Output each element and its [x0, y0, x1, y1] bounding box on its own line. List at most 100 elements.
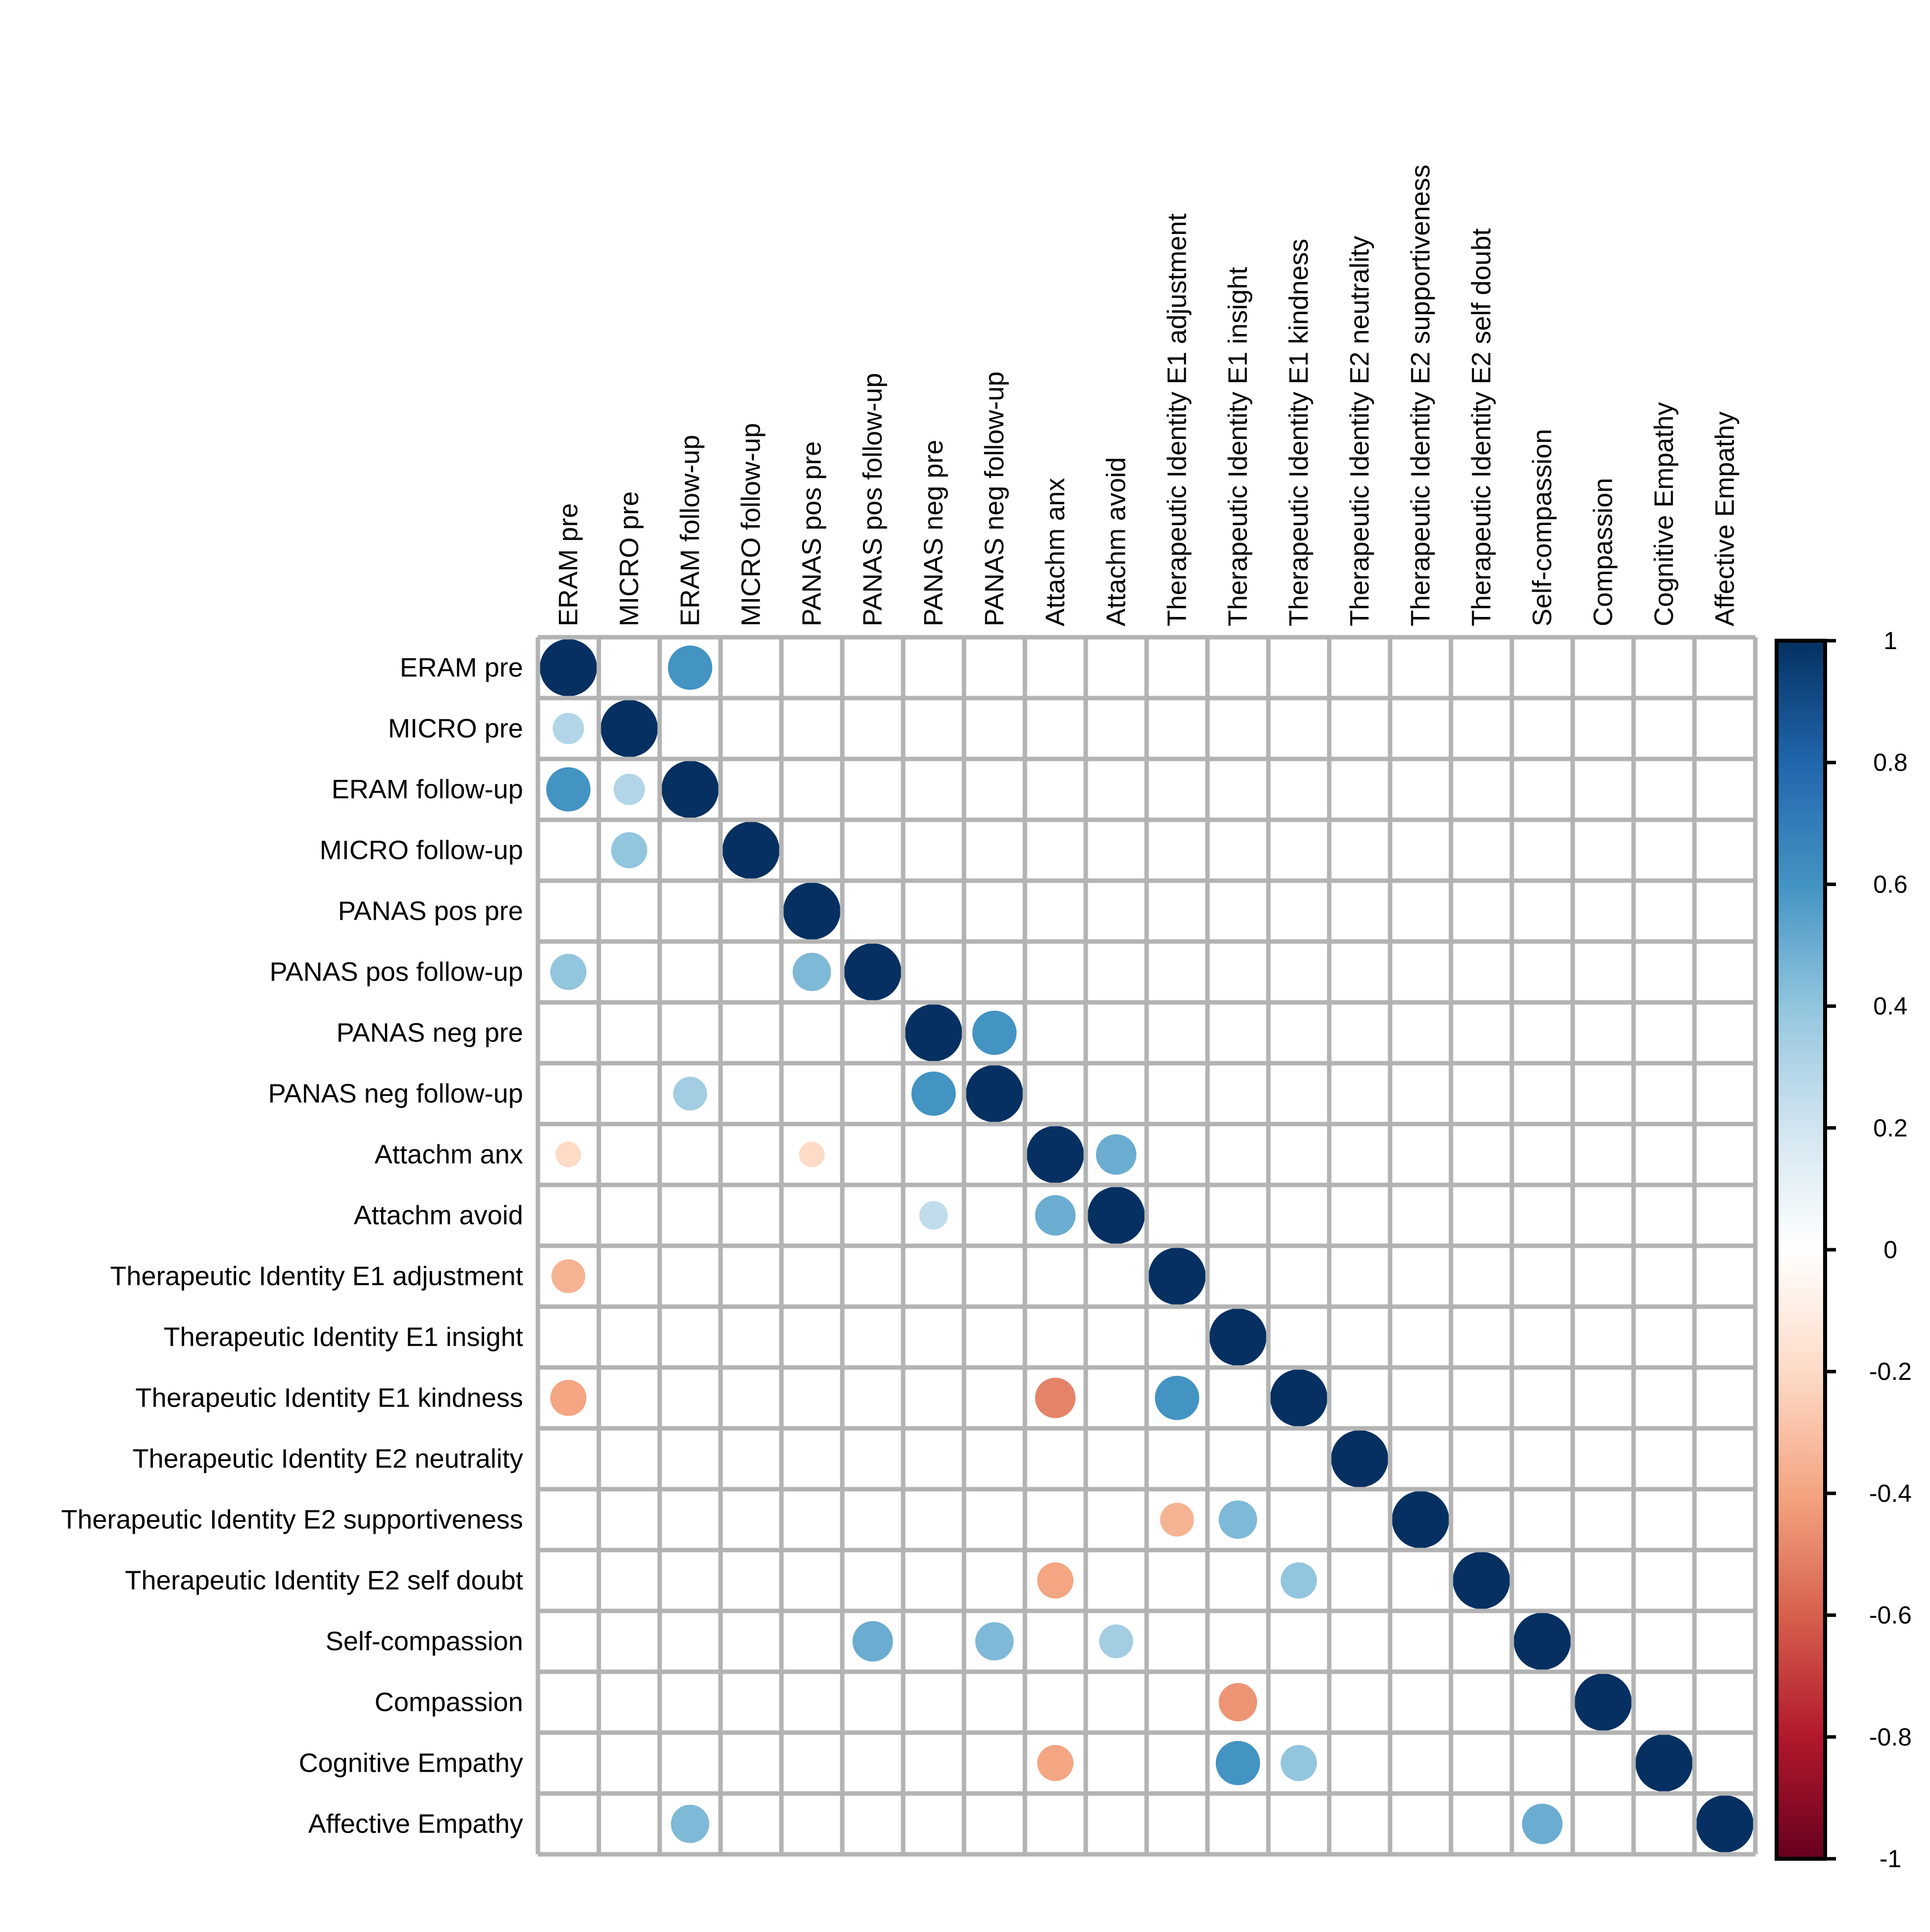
correlation-circle	[1148, 1247, 1206, 1305]
row-label: Therapeutic Identity E1 insight	[164, 1322, 523, 1352]
correlation-circle	[600, 700, 658, 757]
correlation-circle	[551, 1259, 585, 1293]
column-label: PANAS neg pre	[919, 440, 949, 626]
colorbar-tick-label: 0.4	[1873, 992, 1908, 1020]
correlation-circle	[550, 1379, 587, 1416]
column-label: Therapeutic Identity E1 kindness	[1284, 239, 1314, 626]
correlation-circle	[550, 953, 587, 990]
correlation-circle	[1160, 1503, 1194, 1537]
column-label: PANAS neg follow-up	[980, 372, 1010, 626]
row-label: Therapeutic Identity E1 kindness	[136, 1383, 523, 1413]
row-label: MICRO pre	[388, 714, 523, 744]
colorbar-tick-label: -1	[1880, 1845, 1901, 1873]
correlation-circle	[1209, 1308, 1267, 1366]
correlation-circle	[1392, 1491, 1449, 1549]
correlation-circle	[965, 1065, 1023, 1123]
correlation-circle	[852, 1621, 893, 1662]
colorbar	[1775, 639, 1827, 1861]
column-label: Cognitive Empathy	[1649, 402, 1679, 626]
correlation-circle	[1099, 1624, 1133, 1658]
correlation-circle	[1452, 1552, 1510, 1609]
column-label: PANAS pos pre	[797, 441, 827, 626]
correlation-circle	[613, 773, 645, 805]
row-label: Attachm avoid	[354, 1201, 523, 1230]
column-label: Therapeutic Identity E1 adjustment	[1162, 214, 1192, 626]
column-label: Therapeutic Identity E2 self doubt	[1467, 229, 1496, 627]
column-label: ERAM pre	[554, 503, 583, 626]
correlation-circle	[1218, 1683, 1257, 1722]
row-label: Affective Empathy	[308, 1809, 523, 1839]
correlation-circle	[844, 943, 902, 1001]
row-label: Cognitive Empathy	[299, 1748, 523, 1778]
correlation-circle	[1087, 1186, 1145, 1244]
correlation-circle	[673, 1077, 707, 1111]
colorbar-tick-label: -0.6	[1869, 1602, 1912, 1629]
correlation-circle	[1331, 1430, 1389, 1488]
correlation-circle	[919, 1201, 948, 1230]
row-label: Therapeutic Identity E2 self doubt	[125, 1566, 524, 1596]
colorbar-tick-label: 0	[1883, 1236, 1897, 1264]
correlation-circle	[671, 1804, 710, 1843]
colorbar-tick-label: 0.6	[1873, 870, 1908, 898]
correlation-circle	[546, 767, 591, 812]
row-label: PANAS neg pre	[337, 1018, 523, 1048]
column-label: Self-compassion	[1528, 429, 1557, 626]
correlation-circle	[1280, 1744, 1317, 1782]
column-label: Therapeutic Identity E1 insight	[1223, 267, 1253, 626]
row-label: Attachm anx	[375, 1140, 523, 1170]
correlation-circle	[1574, 1673, 1632, 1731]
column-label: PANAS pos follow-up	[858, 373, 888, 626]
correlation-circle	[1270, 1369, 1328, 1427]
correlation-circle	[1513, 1612, 1571, 1670]
correlation-circle	[1096, 1134, 1137, 1175]
column-label: Compassion	[1589, 478, 1618, 626]
correlation-circle	[552, 712, 584, 745]
colorbar-tick-label: -0.2	[1869, 1358, 1912, 1385]
row-label: Therapeutic Identity E1 adjustment	[110, 1262, 523, 1291]
row-label: Therapeutic Identity E2 neutrality	[133, 1444, 523, 1474]
colorbar-tick-label: -0.4	[1869, 1479, 1912, 1507]
row-label: PANAS pos follow-up	[270, 957, 523, 987]
correlation-circle	[1215, 1741, 1260, 1786]
correlation-circle	[911, 1071, 956, 1116]
correlation-circle	[1037, 1744, 1074, 1782]
correlation-circle	[668, 645, 713, 690]
correlation-circle	[905, 1004, 963, 1062]
row-label: Self-compassion	[326, 1627, 523, 1656]
correlation-circle	[975, 1622, 1014, 1661]
row-label: ERAM follow-up	[332, 775, 523, 804]
row-label: PANAS neg follow-up	[268, 1079, 523, 1109]
colorbar-tick-label: 1	[1883, 627, 1897, 655]
correlation-circle	[972, 1010, 1017, 1055]
row-label: MICRO follow-up	[320, 836, 523, 865]
column-label: Affective Empathy	[1710, 412, 1740, 626]
correlation-circle	[1035, 1195, 1076, 1236]
correlation-circle	[1635, 1734, 1693, 1792]
correlation-circle	[792, 952, 831, 991]
correlation-circle	[799, 1141, 825, 1168]
correlation-circle	[1696, 1795, 1754, 1853]
correlation-circle	[661, 760, 719, 818]
column-label: Attachm anx	[1041, 478, 1070, 626]
column-label: Attachm avoid	[1102, 457, 1131, 626]
colorbar-tick-label: 0.2	[1873, 1114, 1908, 1142]
correlation-circle	[1218, 1500, 1257, 1539]
column-label: MICRO follow-up	[736, 423, 766, 626]
row-label: Compassion	[375, 1688, 523, 1717]
correlation-circle	[1522, 1803, 1563, 1844]
correlation-circle	[722, 821, 780, 879]
column-label: MICRO pre	[615, 491, 644, 626]
row-label: ERAM pre	[400, 653, 523, 683]
correlation-circle	[611, 832, 648, 869]
correlation-circle	[555, 1141, 581, 1168]
correlation-circle	[1035, 1377, 1076, 1418]
correlation-circle	[783, 882, 841, 940]
colorbar-tick-label: -0.8	[1869, 1723, 1912, 1751]
row-label: PANAS pos pre	[338, 896, 523, 926]
correlation-circle	[1026, 1126, 1084, 1183]
column-label: Therapeutic Identity E2 neutrality	[1345, 236, 1375, 626]
correlation-circle	[1280, 1562, 1317, 1599]
column-label: ERAM follow-up	[676, 435, 705, 626]
